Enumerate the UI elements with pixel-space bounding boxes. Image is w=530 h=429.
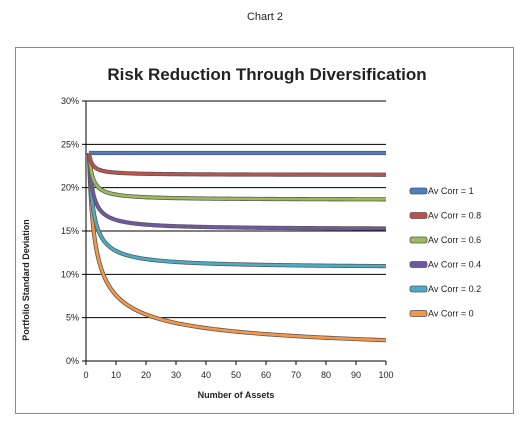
legend-label: Av Corr = 0 (428, 309, 474, 319)
series-line (87, 152, 387, 342)
axes: 0% 5% 10% 15% 20% 25% 30% 0 10 20 30 40 50 60 70 80 90 10… (61, 96, 394, 380)
x-tick-label: 80 (321, 370, 331, 380)
y-tick-label: 25% (61, 139, 79, 149)
y-tick-label: 15% (61, 226, 79, 236)
x-tick-label: 0 (83, 370, 88, 380)
x-tick-label: 60 (261, 370, 271, 380)
legend-label: Av Corr = 1 (428, 186, 474, 196)
legend-label: Av Corr = 0.6 (428, 235, 481, 245)
x-tick-label: 100 (378, 370, 393, 380)
legend-swatch (409, 285, 428, 293)
x-tick-label: 40 (201, 370, 211, 380)
chart-title: Risk Reduction Through Diversification (107, 65, 426, 84)
legend-swatch (409, 261, 428, 268)
y-tick-label: 0% (66, 356, 79, 366)
legend-swatch (409, 212, 428, 219)
legend-label: Av Corr = 0.2 (428, 284, 481, 294)
legend-label: Av Corr = 0.8 (428, 211, 481, 221)
series-line-outline (86, 152, 387, 177)
page-label: Chart 2 (246, 11, 284, 23)
y-tick-label: 30% (61, 96, 79, 106)
x-tick-label: 90 (351, 370, 361, 380)
x-tick-label: 30 (171, 370, 181, 380)
chart-svg: Risk Reduction Through Diversification 0… (21, 65, 481, 400)
y-tick-label: 20% (61, 183, 79, 193)
legend-swatch (409, 236, 428, 244)
x-tick-label: 10 (111, 370, 121, 380)
legend-label: Av Corr = 0.4 (428, 260, 481, 270)
series-line (87, 152, 387, 177)
series-line-outline (86, 152, 387, 343)
y-tick-label: 5% (66, 313, 79, 323)
series-lines (86, 150, 387, 343)
series-line (87, 152, 387, 201)
series-line-outline (86, 152, 387, 269)
y-axis-title: Portfolio Standard Deviation (21, 219, 31, 341)
legend: Av Corr = 1 Av Corr = 0.8 Av Corr = 0.6 Av … (409, 186, 481, 319)
x-tick-label: 50 (231, 370, 241, 380)
series-line (87, 152, 387, 268)
x-tick-label: 20 (141, 370, 151, 380)
legend-swatch (409, 187, 428, 195)
chart-area: Risk Reduction Through Diversification 0… (15, 47, 514, 414)
y-tick-label: 10% (61, 269, 79, 279)
series-line-outline (86, 152, 387, 231)
legend-swatch (409, 310, 428, 317)
gridlines (86, 100, 386, 319)
series-line (87, 152, 387, 230)
x-axis-title: Number of Assets (198, 390, 275, 400)
x-tick-label: 70 (291, 370, 301, 380)
